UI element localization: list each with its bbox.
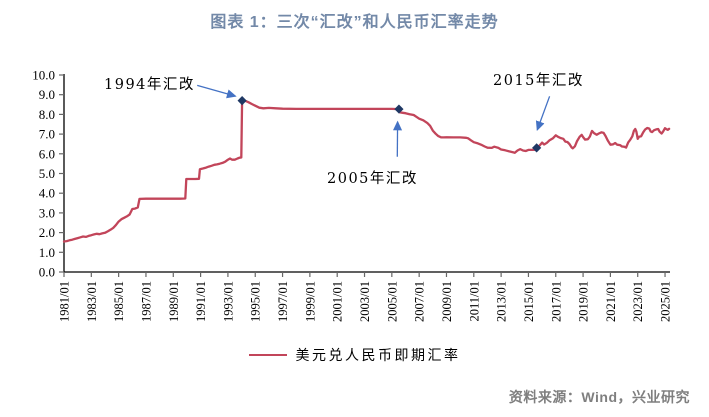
y-tick-label: 1.0 — [39, 245, 55, 260]
legend-line-swatch — [248, 353, 287, 357]
x-tick-label: 2005/01 — [385, 281, 399, 322]
x-tick-label: 2007/01 — [413, 281, 427, 322]
y-tick-label: 10.0 — [32, 68, 55, 83]
annotation-1994-reform: 1994年汇改 — [104, 77, 195, 93]
x-tick-label: 1995/01 — [249, 281, 263, 322]
x-tick-label: 2017/01 — [549, 281, 563, 322]
x-tick-label: 2013/01 — [495, 281, 509, 322]
annotation-arrow-reform-2015 — [535, 96, 551, 132]
x-tick-label: 2003/01 — [358, 281, 372, 322]
y-tick-label: 9.0 — [39, 87, 55, 102]
y-tick-label: 4.0 — [39, 186, 55, 201]
annotation-2015-reform: 2015年汇改 — [493, 73, 584, 89]
annotation-2005-reform: 2005年汇改 — [327, 171, 418, 187]
x-tick-label: 2023/01 — [631, 281, 645, 322]
x-tick-label: 1985/01 — [112, 281, 126, 322]
legend-label: 美元兑人民币即期汇率 — [295, 348, 461, 364]
x-tick-label: 1991/01 — [194, 281, 208, 322]
annotation-arrow-reform-1994 — [197, 84, 237, 99]
x-tick-label: 1983/01 — [85, 281, 99, 322]
reform-marker — [237, 96, 247, 106]
x-tick-label: 1993/01 — [221, 281, 235, 322]
x-tick-label: 1997/01 — [276, 281, 290, 322]
x-tick-label: 2021/01 — [604, 281, 618, 322]
x-tick-label: 2019/01 — [577, 281, 591, 322]
x-tick-label: 2001/01 — [331, 281, 345, 322]
source-text: 资料来源：Wind，兴业研究 — [508, 389, 690, 405]
series-usdcny-line — [62, 99, 671, 243]
legend: 美元兑人民币即期汇率 — [0, 345, 709, 365]
reform-marker — [532, 143, 542, 153]
y-tick-label: 7.0 — [39, 127, 55, 142]
y-tick-label: 3.0 — [39, 205, 55, 220]
x-tick-label: 1981/01 — [58, 281, 72, 322]
x-tick-label: 2015/01 — [522, 281, 536, 322]
x-tick-label: 2025/01 — [659, 281, 673, 322]
x-tick-label: 2011/01 — [467, 281, 481, 322]
y-tick-label: 8.0 — [39, 107, 55, 122]
y-tick-label: 6.0 — [39, 146, 55, 161]
y-tick-label: 0.0 — [39, 265, 55, 280]
chart-title: 图表 1：三次“汇改”和人民币汇率走势 — [210, 14, 499, 31]
y-tick-label: 5.0 — [39, 166, 55, 181]
x-tick-label: 2009/01 — [440, 281, 454, 322]
x-tick-label: 1999/01 — [303, 281, 317, 322]
x-tick-label: 1989/01 — [167, 281, 181, 322]
y-tick-label: 2.0 — [39, 225, 55, 240]
x-tick-label: 1987/01 — [139, 281, 153, 322]
reform-marker — [394, 104, 404, 114]
